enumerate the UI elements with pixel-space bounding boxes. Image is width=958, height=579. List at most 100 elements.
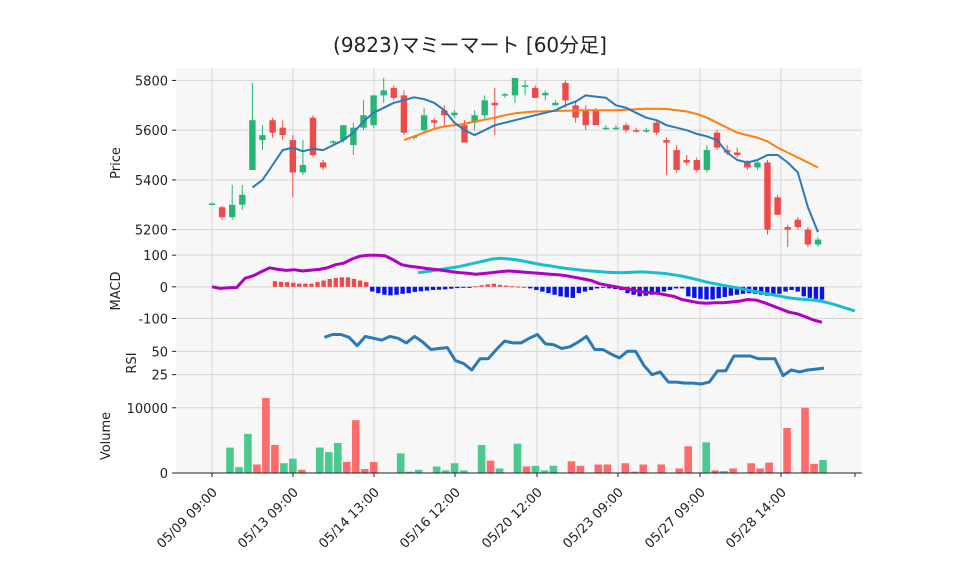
macd-hist-bar xyxy=(576,286,582,294)
macd-hist-bar xyxy=(819,286,825,300)
macd-hist-bar xyxy=(813,286,819,299)
volume-bar xyxy=(702,442,710,473)
candle-body xyxy=(542,92,549,96)
macd-hist-bar xyxy=(455,286,460,289)
candle-body xyxy=(441,110,448,116)
macd-hist-bar xyxy=(801,286,806,297)
macd-hist-bar xyxy=(771,286,776,295)
candle-body xyxy=(269,120,276,133)
macd-hist-bar xyxy=(303,283,308,287)
candle-body xyxy=(602,127,610,130)
volume-bar xyxy=(235,467,243,473)
volume-bar xyxy=(810,463,818,473)
macd-hist-bar xyxy=(430,286,436,290)
macd-hist-bar xyxy=(777,286,782,294)
macd-hist-bar xyxy=(558,286,563,297)
macd-hist-bar xyxy=(418,286,424,292)
macd-hist-bar xyxy=(582,286,588,292)
candle-body xyxy=(744,162,751,168)
macd-hist-bar xyxy=(321,280,326,287)
volume-bar xyxy=(414,469,423,473)
macd-hist-bar xyxy=(400,286,405,294)
candle-body xyxy=(784,227,791,230)
volume-bar xyxy=(513,443,522,473)
volume-bar xyxy=(567,461,576,473)
macd-hist-bar xyxy=(467,286,472,288)
volume-bar xyxy=(262,398,270,473)
macd-hist-bar xyxy=(698,286,703,299)
macd-hist-bar xyxy=(570,286,576,298)
macd-hist-bar xyxy=(655,286,661,294)
candle-body xyxy=(451,112,458,116)
macd-hist-bar xyxy=(376,286,381,294)
volume-bar xyxy=(495,468,504,473)
macd-hist-bar xyxy=(333,277,338,287)
rsi-ytick-label: 50 xyxy=(151,345,168,360)
candle-body xyxy=(612,127,620,130)
candle-body xyxy=(481,100,488,116)
candle-body xyxy=(794,219,801,228)
macd-hist-bar xyxy=(728,286,734,296)
volume-bar xyxy=(477,444,486,473)
macd-hist-bar xyxy=(534,286,539,290)
candle-body xyxy=(622,125,630,131)
macd-axis-label: MACD xyxy=(109,272,124,311)
macd-ytick-label: 0 xyxy=(160,281,168,296)
candle-body xyxy=(390,87,397,98)
volume-bar xyxy=(603,464,612,473)
macd-hist-bar xyxy=(327,278,332,287)
volume-bar xyxy=(316,447,324,473)
volume-bar xyxy=(531,465,540,473)
macd-hist-bar xyxy=(540,286,545,292)
volume-bar xyxy=(711,470,719,473)
candle-body xyxy=(370,95,377,126)
volume-bar xyxy=(396,453,405,473)
macd-hist-bar xyxy=(564,286,569,298)
candle-body xyxy=(218,207,226,218)
macd-hist-bar xyxy=(351,278,357,287)
macd-hist-bar xyxy=(509,286,515,288)
volume-bar xyxy=(675,468,684,473)
macd-hist-bar xyxy=(272,281,278,287)
candle-body xyxy=(239,194,246,205)
volume-bar xyxy=(765,462,773,473)
volume-bar xyxy=(289,458,297,473)
x-tick-label: 05/09 09:00 xyxy=(154,485,221,552)
candle-body xyxy=(552,102,559,106)
signal-line xyxy=(417,256,856,313)
macd-hist-bar xyxy=(649,286,655,295)
price-ytick-label: 5600 xyxy=(135,124,168,139)
macd-hist-bar xyxy=(461,286,466,288)
macd-hist-bar xyxy=(449,286,454,289)
volume-bar xyxy=(729,468,737,473)
macd-hist-bar xyxy=(345,277,351,287)
macd-hist-bar xyxy=(442,286,448,290)
candle-body xyxy=(673,150,680,170)
candle-body xyxy=(663,140,670,143)
volume-bar xyxy=(594,464,603,473)
macd-hist-bar xyxy=(807,286,813,298)
x-tick-label: 05/27 09:00 xyxy=(642,485,709,552)
macd-hist-bar xyxy=(759,286,764,295)
candle-body xyxy=(309,117,317,156)
macd-line xyxy=(211,253,823,324)
volume-bar xyxy=(747,463,755,473)
price-ytick-label: 5200 xyxy=(135,224,168,239)
candle-body xyxy=(683,160,690,163)
candle-body xyxy=(754,162,761,168)
x-tick-label: 05/28 14:00 xyxy=(723,485,790,552)
macd-hist-bar xyxy=(722,286,727,297)
volume-bar xyxy=(630,471,639,473)
volume-bar xyxy=(783,428,791,473)
rsi-line xyxy=(323,333,825,386)
macd-hist-bar xyxy=(315,282,320,287)
macd-hist-bar xyxy=(528,286,533,289)
macd-hist-bar xyxy=(789,286,794,290)
price-ytick-label: 5400 xyxy=(135,174,168,189)
macd-hist-bar xyxy=(716,286,721,299)
volume-bar xyxy=(657,464,666,473)
candle-body xyxy=(420,115,428,131)
volume-bar xyxy=(333,443,342,473)
candle-body xyxy=(511,77,519,96)
